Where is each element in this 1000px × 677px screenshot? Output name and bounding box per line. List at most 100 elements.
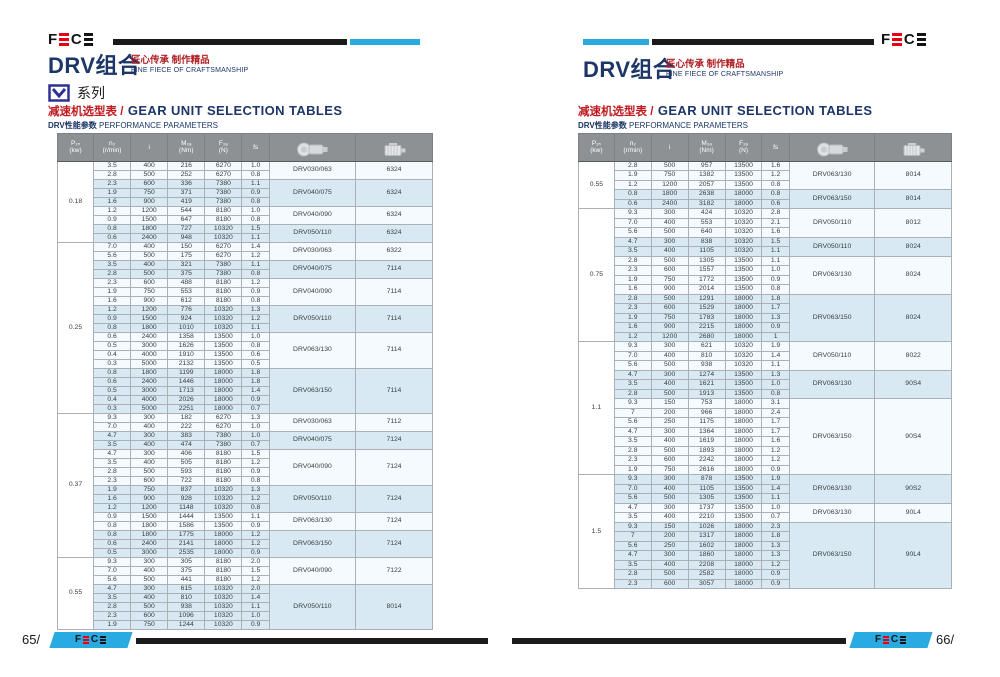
motor-frame: 7112 <box>355 412 433 432</box>
table-cell: 1.6 <box>613 284 652 295</box>
table-cell: 7380 <box>204 439 243 450</box>
table-cell: 1199 <box>167 367 206 378</box>
table-cell: 500 <box>650 227 689 238</box>
table-row: 3.5 400 1619 18000 1.6 <box>579 436 952 447</box>
table-cell: 6270 <box>204 250 243 261</box>
table-cell: 2.4 <box>761 407 790 419</box>
table-cell: 2680 <box>687 331 726 343</box>
table-cell: 13500 <box>204 349 243 360</box>
table-cell: 500 <box>650 160 689 172</box>
table-cell: 2132 <box>167 358 206 369</box>
table-cell: 3.5 <box>613 246 652 257</box>
table-cell: 13500 <box>724 179 763 191</box>
table-cell: 3.5 <box>92 457 132 468</box>
table-cell: 0.8 <box>613 189 652 200</box>
table-cell: 10320 <box>724 208 763 219</box>
table-row: 0.3 5000 2251 18000 0.7 <box>58 403 433 414</box>
table-cell: 1.4 <box>241 385 270 396</box>
table-row: 1.2 1200 2680 18000 1 <box>579 331 952 343</box>
table-cell: 10320 <box>204 493 243 504</box>
motor-frame: 7124 <box>355 484 433 513</box>
table-cell: 8180 <box>204 205 243 216</box>
table-cell: 5.6 <box>92 574 132 585</box>
table-cell: 2582 <box>687 569 726 580</box>
power-value: 1.1 <box>578 341 615 476</box>
table-cell: 0.9 <box>92 511 132 522</box>
table-cell: 500 <box>650 445 689 457</box>
table-cell: 1772 <box>687 274 726 286</box>
table-caption: DRV性能参数 PERFORMANCE PARAMETERS <box>48 120 218 131</box>
table-cell: 727 <box>167 223 206 234</box>
table-cell: 1.3 <box>241 304 270 315</box>
table-cell: 18000 <box>204 547 243 558</box>
table-cell: 2400 <box>130 331 169 342</box>
table-cell: 1619 <box>687 436 726 447</box>
motor-frame: 8022 <box>874 341 952 371</box>
table-cell: 1148 <box>167 502 206 513</box>
table-row: 4.7 300 1860 18000 1.3 <box>579 550 952 561</box>
table-cell: 621 <box>687 341 726 352</box>
table-cell: 2141 <box>167 538 206 549</box>
table-cell: 1.2 <box>761 445 790 457</box>
table-row: 0.6 2400 948 10320 1.1 <box>58 232 433 243</box>
table-cell: 10320 <box>204 610 243 621</box>
col-header-ratio: i <box>130 133 169 162</box>
table-cell: 9.3 <box>92 412 132 423</box>
footer-rule <box>512 638 846 644</box>
table-cell: 400 <box>650 512 689 523</box>
gear-unit-model: DRV040/075 <box>268 259 357 279</box>
table-header-row: P₁ₙ (kw) n₂ (r/min) i M₂ₐ (Nm) F₂ₐ (N) f… <box>578 133 952 162</box>
table-caption-en: PERFORMANCE PARAMETERS <box>98 121 218 130</box>
table-cell: 2.0 <box>241 583 270 594</box>
tagline-en: FINE FIECE OF CRAFTSMANSHIP <box>131 66 249 74</box>
table-cell: 400 <box>650 379 689 390</box>
table-cell: 7.0 <box>613 217 652 229</box>
table-cell: 8180 <box>204 556 243 567</box>
table-cell: 750 <box>650 170 689 181</box>
table-cell: 500 <box>130 250 169 261</box>
table-cell: 0.6 <box>92 376 132 387</box>
table-cell: 1.2 <box>761 559 790 571</box>
table-row: 9.3 150 753 18000 3.1 DRV063/150 90S4 <box>579 398 952 476</box>
section-title: 减速机选型表 / GEAR UNIT SELECTION TABLES <box>48 102 342 120</box>
table-row: 0.5 3000 1626 13500 0.8 <box>58 340 433 351</box>
table-cell: 18000 <box>724 550 763 561</box>
table-cell: 1.9 <box>92 187 132 198</box>
table-cell: 13500 <box>724 255 763 267</box>
table-cell: 553 <box>167 286 206 297</box>
table-cell: 7.0 <box>92 421 132 432</box>
table-cell: 7380 <box>204 196 243 207</box>
table-cell: 3000 <box>130 340 169 351</box>
logo-letter-e-bars <box>882 635 890 645</box>
motor-frame: 90S2 <box>874 474 952 504</box>
brand-logo: F C <box>881 32 927 47</box>
table-cell: 1737 <box>687 502 726 514</box>
power-value: 0.55 <box>578 160 615 210</box>
table-row: 2.3 600 488 8180 1.2 DRV040/090 7114 <box>58 277 433 306</box>
table-cell: 4000 <box>130 394 169 405</box>
table-cell: 375 <box>167 565 206 576</box>
table-row: 3.5 400 2210 13500 0.7 <box>579 512 952 523</box>
table-cell: 300 <box>130 448 169 459</box>
table-cell: 400 <box>650 483 689 495</box>
table-cell: 336 <box>167 178 206 189</box>
table-cell: 0.9 <box>92 214 132 225</box>
logo-letter-o-bars <box>899 635 907 645</box>
table-caption: DRV性能参数 PERFORMANCE PARAMETERS <box>578 120 748 131</box>
table-cell: 18000 <box>724 417 763 428</box>
table-cell: 750 <box>130 619 169 630</box>
table-caption-en: PERFORMANCE PARAMETERS <box>628 121 748 130</box>
logo-letter-f: F <box>881 31 891 48</box>
footer-logo-ribbon: F C <box>849 632 933 648</box>
motor-frame: 8024 <box>874 255 952 295</box>
table-cell: 776 <box>167 304 206 315</box>
motor-frame: 90S4 <box>874 398 952 476</box>
table-cell: 7 <box>613 407 652 419</box>
table-cell: 400 <box>130 241 169 252</box>
table-cell: 300 <box>650 426 689 438</box>
table-cell: 10320 <box>204 313 243 324</box>
motor-frame: 8014 <box>355 583 433 630</box>
table-cell: 250 <box>650 417 689 428</box>
table-row: 1.5 9.3 300 878 13500 1.9 DRV063/130 90S2 <box>578 474 952 590</box>
table-cell: 3.5 <box>613 436 652 447</box>
